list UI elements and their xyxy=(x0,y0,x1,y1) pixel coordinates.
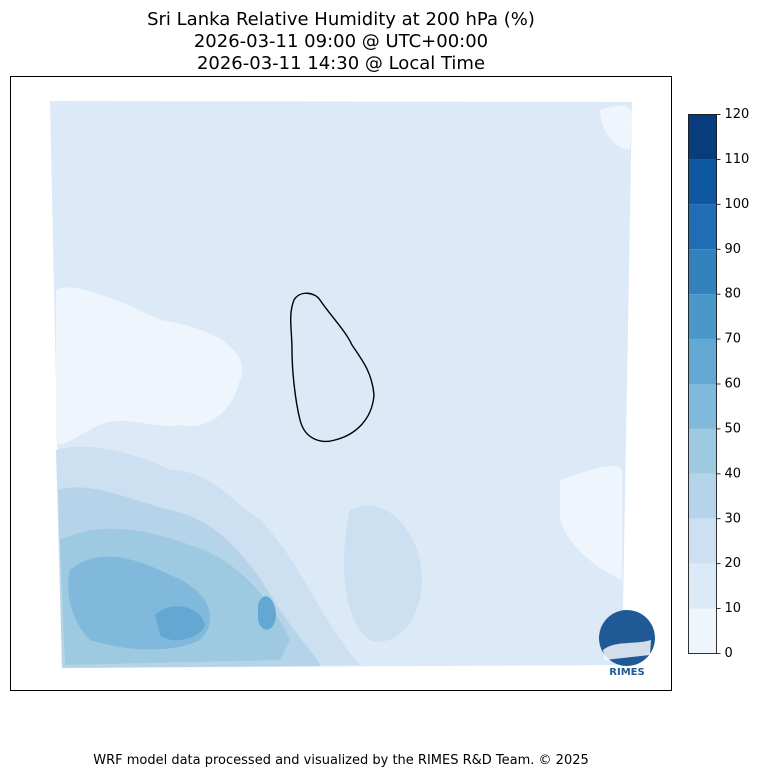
logo-wave xyxy=(603,640,651,660)
colorbar-tick-label: 90 xyxy=(725,242,742,257)
colorbar-tick-label: 40 xyxy=(725,466,742,481)
logo-text: RIMES xyxy=(609,667,644,678)
colorbar-band xyxy=(688,563,717,609)
coastline xyxy=(290,292,375,443)
colorbar-band xyxy=(688,518,717,564)
title-line: 2026-03-11 09:00 @ UTC+00:00 xyxy=(194,31,488,52)
colorbar-tick-label: 60 xyxy=(725,377,742,392)
footer: WRF model data processed and visualized … xyxy=(93,753,589,768)
colorbar-band xyxy=(688,204,717,250)
field-low xyxy=(560,465,622,580)
colorbar-tick-label: 20 xyxy=(725,556,742,571)
colorbar-tick-label: 100 xyxy=(725,197,750,212)
colorbar-band xyxy=(688,608,717,654)
field-mid xyxy=(344,505,422,642)
colorbar-band xyxy=(688,294,717,340)
colorbar-tick-label: 110 xyxy=(725,152,750,167)
title-line: 2026-03-11 14:30 @ Local Time xyxy=(197,53,485,74)
colorbar-band xyxy=(688,339,717,384)
colorbar-band xyxy=(688,159,717,205)
colorbar-tick-label: 80 xyxy=(725,287,742,302)
colorbar-band xyxy=(688,473,717,519)
map: RIMES xyxy=(10,76,672,691)
colorbar-frame xyxy=(688,114,717,654)
colorbar-band xyxy=(688,384,717,429)
field-peak xyxy=(155,606,205,641)
colorbar-tick-label: 120 xyxy=(725,107,750,122)
colorbar-tick-label: 0 xyxy=(725,646,733,661)
colorbar-tick-label: 50 xyxy=(725,421,742,436)
colorbar: 0 10 20 30 40 50 60 70 80 90 100 110 120 xyxy=(688,107,750,661)
colorbar-tick-label: 70 xyxy=(725,332,742,347)
colorbar-tick-label: 30 xyxy=(725,511,742,526)
colorbar-band xyxy=(688,249,717,295)
field-peak xyxy=(258,596,276,630)
logo: RIMES xyxy=(599,610,655,678)
field-low xyxy=(600,105,632,150)
title-line: Sri Lanka Relative Humidity at 200 hPa (… xyxy=(147,9,535,30)
field-low xyxy=(56,287,243,445)
colorbar-band xyxy=(688,428,717,474)
colorbar-tick-label: 10 xyxy=(725,601,742,616)
colorbar-band xyxy=(688,114,717,160)
